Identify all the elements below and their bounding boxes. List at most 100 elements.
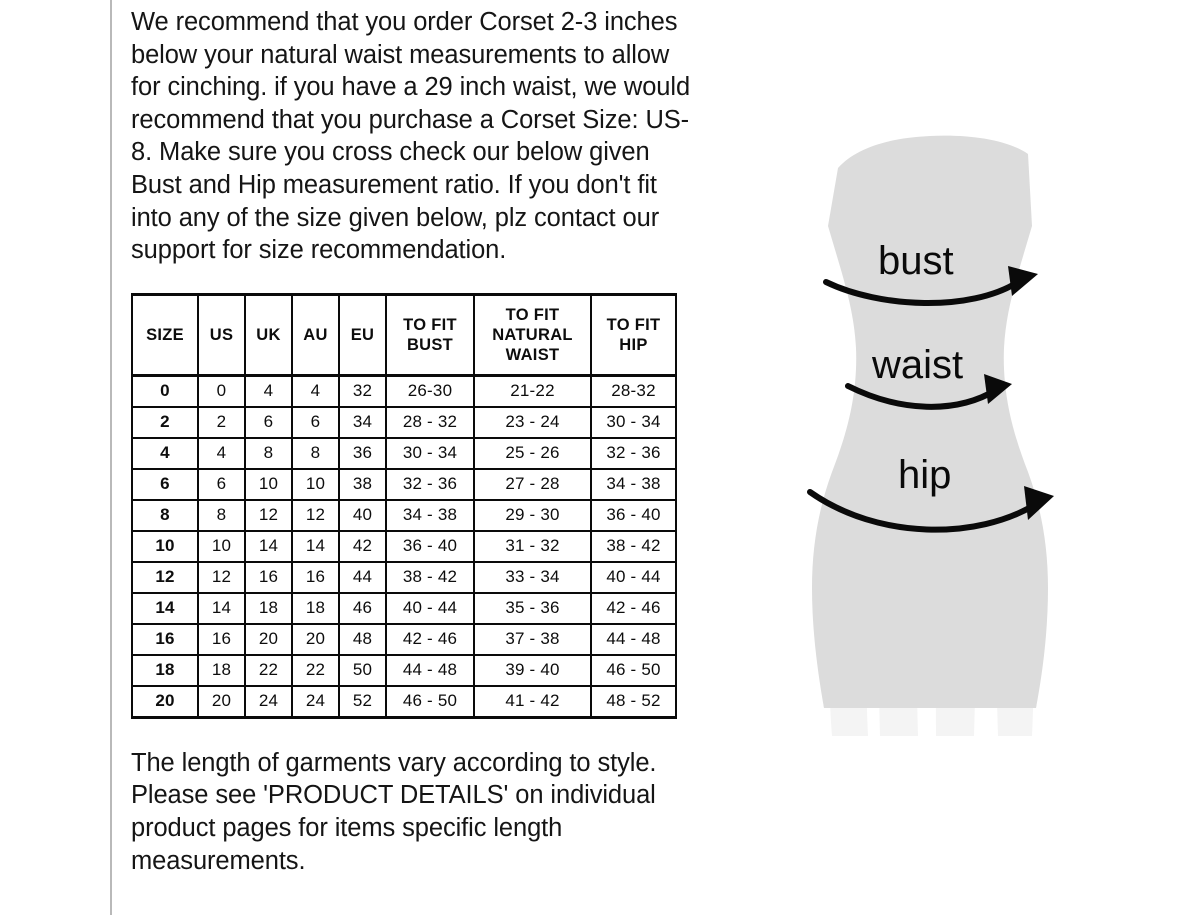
cell-uk: 4 [244, 374, 293, 408]
column-header-hip: TO FIT HIP [590, 292, 677, 377]
cell-au: 18 [291, 591, 340, 625]
cell-size: 12 [131, 560, 199, 594]
hip-label: hip [898, 453, 951, 497]
dress-silhouette [812, 135, 1048, 708]
cell-us: 10 [197, 529, 246, 563]
waist-label: waist [871, 343, 963, 387]
cell-hip: 30 - 34 [590, 405, 677, 439]
column-header-uk: UK [244, 292, 293, 377]
intro-paragraph: We recommend that you order Corset 2-3 i… [131, 8, 691, 265]
cell-hip: 44 - 48 [590, 622, 677, 656]
cell-eu: 40 [338, 498, 387, 532]
cell-uk: 16 [244, 560, 293, 594]
column-header-au: AU [291, 292, 340, 377]
cell-waist: 25 - 26 [473, 436, 592, 470]
cell-eu: 34 [338, 405, 387, 439]
bust-label: bust [878, 239, 954, 283]
cell-uk: 14 [244, 529, 293, 563]
cell-bust: 30 - 34 [385, 436, 475, 470]
cell-hip: 46 - 50 [590, 653, 677, 687]
cell-eu: 42 [338, 529, 387, 563]
cell-us: 18 [197, 653, 246, 687]
cell-size: 0 [131, 374, 199, 408]
closing-paragraph: The length of garments vary according to… [131, 748, 657, 875]
cell-size: 6 [131, 467, 199, 501]
cell-us: 14 [197, 591, 246, 625]
size-chart-table: SIZE US UK AU EU TO FIT BUST TO FIT NATU… [131, 292, 677, 719]
page-divider-rule [110, 0, 112, 915]
table-row: 2 2 6 6 34 28 - 32 23 - 24 30 - 34 [131, 405, 677, 439]
cell-size: 2 [131, 405, 199, 439]
cell-waist: 37 - 38 [473, 622, 592, 656]
table-row: 10 10 14 14 42 36 - 40 31 - 32 38 - 42 [131, 529, 677, 563]
cell-uk: 12 [244, 498, 293, 532]
cell-au: 4 [291, 374, 340, 408]
cell-size: 4 [131, 436, 199, 470]
cell-uk: 24 [244, 684, 293, 719]
cell-hip: 38 - 42 [590, 529, 677, 563]
cell-au: 6 [291, 405, 340, 439]
cell-size: 14 [131, 591, 199, 625]
hip-measure-arrow [807, 486, 1054, 533]
table-row: 16 16 20 20 48 42 - 46 37 - 38 44 - 48 [131, 622, 677, 656]
cell-us: 20 [197, 684, 246, 719]
cell-eu: 52 [338, 684, 387, 719]
cell-au: 16 [291, 560, 340, 594]
cell-uk: 8 [244, 436, 293, 470]
cell-hip: 42 - 46 [590, 591, 677, 625]
cell-hip: 34 - 38 [590, 467, 677, 501]
cell-us: 4 [197, 436, 246, 470]
cell-bust: 38 - 42 [385, 560, 475, 594]
table-row: 12 12 16 16 44 38 - 42 33 - 34 40 - 44 [131, 560, 677, 594]
cell-hip: 40 - 44 [590, 560, 677, 594]
cell-uk: 22 [244, 653, 293, 687]
table-row: 6 6 10 10 38 32 - 36 27 - 28 34 - 38 [131, 467, 677, 501]
cell-waist: 41 - 42 [473, 684, 592, 719]
table-row: 20 20 24 24 52 46 - 50 41 - 42 48 - 52 [131, 684, 677, 719]
cell-uk: 6 [244, 405, 293, 439]
cell-hip: 32 - 36 [590, 436, 677, 470]
cell-uk: 10 [244, 467, 293, 501]
bust-measure-arrow [823, 266, 1038, 307]
cell-au: 22 [291, 653, 340, 687]
cell-eu: 36 [338, 436, 387, 470]
cell-us: 16 [197, 622, 246, 656]
cell-us: 12 [197, 560, 246, 594]
cell-us: 6 [197, 467, 246, 501]
cell-waist: 33 - 34 [473, 560, 592, 594]
dress-hem [818, 636, 1042, 708]
table-header-row: SIZE US UK AU EU TO FIT BUST TO FIT NATU… [131, 292, 677, 377]
column-header-waist: TO FIT NATURAL WAIST [473, 292, 592, 377]
cell-size: 10 [131, 529, 199, 563]
cell-bust: 28 - 32 [385, 405, 475, 439]
cell-us: 8 [197, 498, 246, 532]
waist-measure-arrow [845, 374, 1012, 410]
cell-waist: 27 - 28 [473, 467, 592, 501]
cell-waist: 39 - 40 [473, 653, 592, 687]
column-header-us: US [197, 292, 246, 377]
cell-eu: 38 [338, 467, 387, 501]
table-row: 4 4 8 8 36 30 - 34 25 - 26 32 - 36 [131, 436, 677, 470]
size-table-body: 0 0 4 4 32 26-30 21-22 28-32 2 2 6 6 34 28 - 32 23 - 2… [131, 374, 677, 719]
cell-hip: 28-32 [590, 374, 677, 408]
cell-bust: 34 - 38 [385, 498, 475, 532]
cell-bust: 32 - 36 [385, 467, 475, 501]
column-header-bust: TO FIT BUST [385, 292, 475, 377]
cell-bust: 36 - 40 [385, 529, 475, 563]
cell-eu: 32 [338, 374, 387, 408]
cell-au: 20 [291, 622, 340, 656]
column-header-eu: EU [338, 292, 387, 377]
cell-eu: 50 [338, 653, 387, 687]
cell-au: 24 [291, 684, 340, 719]
cell-us: 2 [197, 405, 246, 439]
table-row: 0 0 4 4 32 26-30 21-22 28-32 [131, 374, 677, 408]
cell-au: 10 [291, 467, 340, 501]
cell-uk: 18 [244, 591, 293, 625]
column-header-size: SIZE [131, 292, 199, 377]
cell-bust: 46 - 50 [385, 684, 475, 719]
body-measurement-figure: bust waist hip [760, 96, 1100, 796]
cell-au: 12 [291, 498, 340, 532]
cell-hip: 48 - 52 [590, 684, 677, 719]
cell-bust: 26-30 [385, 374, 475, 408]
content-column: We recommend that you order Corset 2-3 i… [131, 0, 691, 877]
